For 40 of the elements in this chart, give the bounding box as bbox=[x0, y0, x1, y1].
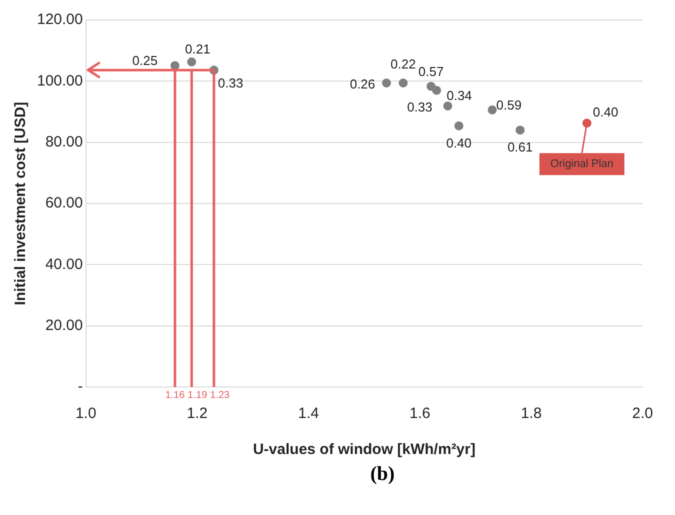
ref-line-label: 1.16 bbox=[165, 390, 186, 401]
text: (b) bbox=[369, 463, 396, 486]
y-tick-label: 120.00 bbox=[36, 11, 83, 28]
y-tick-label: 100.00 bbox=[36, 72, 83, 90]
point bbox=[488, 105, 497, 114]
annotation: 0.40 bbox=[446, 135, 472, 150]
point bbox=[398, 78, 408, 88]
y-tick-label: 40.00 bbox=[45, 256, 83, 273]
y-tick-label: 80.00 bbox=[45, 133, 83, 150]
x-tick-label: 1.6 bbox=[409, 405, 430, 422]
y-tick-label: - bbox=[78, 378, 83, 396]
x-axis-title: U-values of window [kWh/m²yr] bbox=[252, 441, 476, 458]
y-tick-label: 20.00 bbox=[45, 316, 83, 334]
annotation: 0.25 bbox=[132, 53, 158, 68]
annotation: 0.34 bbox=[446, 88, 472, 103]
x-tick-label: 1.0 bbox=[75, 405, 96, 422]
annotation: 0.22 bbox=[390, 56, 416, 72]
annotation: 0.61 bbox=[507, 140, 533, 155]
x-tick-label: 2.0 bbox=[632, 405, 654, 422]
point bbox=[454, 121, 464, 130]
annotation: Original Plan bbox=[550, 158, 614, 170]
annotation: 0.59 bbox=[496, 97, 522, 112]
y-tick-label: 60.00 bbox=[45, 194, 83, 212]
x-tick-label: 1.2 bbox=[186, 405, 208, 422]
x-tick-label: 1.8 bbox=[520, 405, 542, 422]
point bbox=[187, 57, 196, 66]
annotation: 0.33 bbox=[407, 100, 432, 115]
annotation: 0.57 bbox=[418, 64, 444, 79]
annotation: 0.33 bbox=[218, 76, 244, 91]
point bbox=[432, 86, 442, 95]
x-tick-label: 1.4 bbox=[298, 405, 319, 422]
y-axis-title: Initial investment cost [USD] bbox=[12, 102, 30, 306]
annotation: 0.40 bbox=[592, 104, 618, 120]
point bbox=[516, 126, 525, 135]
ref-line-label: 1.23 bbox=[210, 390, 230, 401]
annotation: 0.26 bbox=[350, 76, 376, 92]
point bbox=[382, 78, 391, 88]
ref-line-label: 1.19 bbox=[188, 390, 208, 401]
point bbox=[443, 101, 452, 110]
annotation: 0.21 bbox=[184, 41, 210, 56]
